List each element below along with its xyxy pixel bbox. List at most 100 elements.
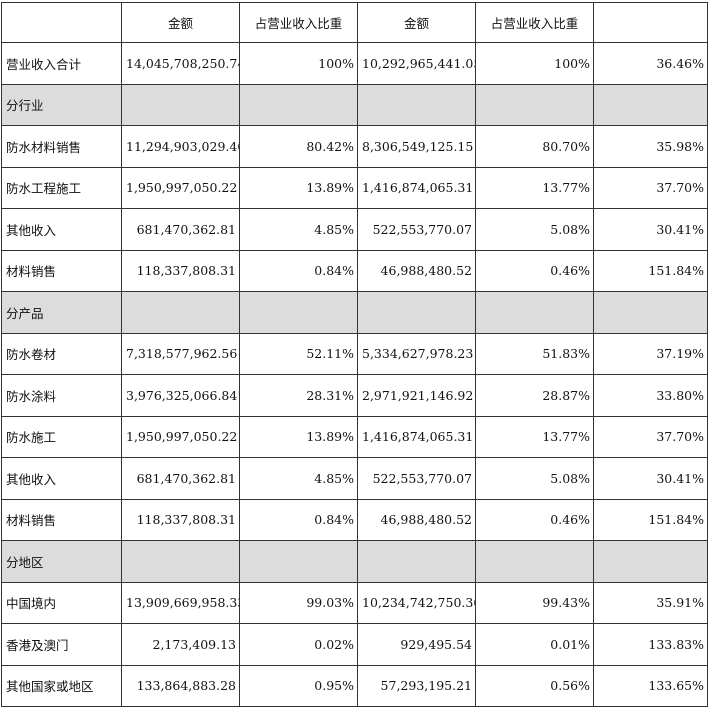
cell-amount: 118,337,808.31: [121, 249, 240, 292]
row-label: 防水施工: [1, 415, 122, 458]
cell-change: 35.98%: [593, 125, 708, 168]
cell-share-prev: 13.77%: [475, 415, 594, 458]
section-title: 分地区: [1, 540, 122, 583]
table-row: 其他收入 681,470,362.81 4.85% 522,553,770.07 5.0…: [1, 457, 708, 500]
cell-share-prev: 0.46%: [475, 498, 594, 541]
cell-amount: 14,045,708,250.74: [121, 42, 240, 85]
cell-share: 100%: [239, 42, 358, 85]
row-label: 其他收入: [1, 457, 122, 500]
section-empty-cell: [357, 83, 476, 126]
header-cell-amount: 金额: [121, 2, 240, 43]
cell-share-prev: 0.46%: [475, 249, 594, 292]
cell-share-prev: 99.43%: [475, 581, 594, 624]
section-empty-cell: [239, 540, 358, 583]
table-row: 防水工程施工 1,950,997,050.22 13.89% 1,416,874,06…: [1, 166, 708, 209]
table-row: 防水材料销售 11,294,903,029.40 80.42% 8,306,549,1…: [1, 125, 708, 168]
section-title: 分行业: [1, 83, 122, 126]
cell-amount-prev: 1,416,874,065.31: [357, 166, 476, 209]
cell-amount-prev: 10,292,965,441.05: [357, 42, 476, 85]
row-label: 防水卷材: [1, 332, 122, 375]
cell-amount-prev: 1,416,874,065.31: [357, 415, 476, 458]
cell-amount: 7,318,577,962.56: [121, 332, 240, 375]
table-row: 材料销售 118,337,808.31 0.84% 46,988,480.52 0.46…: [1, 249, 708, 292]
cell-amount: 11,294,903,029.40: [121, 125, 240, 168]
row-label: 防水材料销售: [1, 125, 122, 168]
cell-change: 133.83%: [593, 623, 708, 666]
section-empty-cell: [239, 291, 358, 334]
section-empty-cell: [357, 540, 476, 583]
cell-share: 13.89%: [239, 415, 358, 458]
section-empty-cell: [121, 83, 240, 126]
section-header-row: 分行业: [1, 83, 708, 126]
header-cell-change: [593, 2, 708, 43]
cell-share-prev: 51.83%: [475, 332, 594, 375]
cell-amount: 1,950,997,050.22: [121, 415, 240, 458]
cell-share-prev: 100%: [475, 42, 594, 85]
section-empty-cell: [475, 540, 594, 583]
cell-amount-prev: 10,234,742,750.30: [357, 581, 476, 624]
section-header-row: 分产品: [1, 291, 708, 334]
cell-change: 151.84%: [593, 249, 708, 292]
cell-amount-prev: 46,988,480.52: [357, 249, 476, 292]
cell-share: 28.31%: [239, 374, 358, 417]
cell-share: 52.11%: [239, 332, 358, 375]
cell-share-prev: 5.08%: [475, 457, 594, 500]
header-cell-blank: [1, 2, 122, 43]
cell-change: 37.70%: [593, 415, 708, 458]
header-cell-amount-prev: 金额: [357, 2, 476, 43]
row-label: 营业收入合计: [1, 42, 122, 85]
cell-amount-prev: 2,971,921,146.92: [357, 374, 476, 417]
table-row: 材料销售 118,337,808.31 0.84% 46,988,480.52 0.46…: [1, 498, 708, 541]
section-empty-cell: [593, 291, 708, 334]
cell-share-prev: 28.87%: [475, 374, 594, 417]
table-row: 其他收入 681,470,362.81 4.85% 522,553,770.07 5.0…: [1, 208, 708, 251]
cell-amount: 133,864,883.28: [121, 664, 240, 707]
cell-share: 4.85%: [239, 457, 358, 500]
header-cell-share: 占营业收入比重: [239, 2, 358, 43]
cell-amount: 2,173,409.13: [121, 623, 240, 666]
section-title: 分产品: [1, 291, 122, 334]
revenue-table-body: 金额 占营业收入比重 金额 占营业收入比重 营业收入合计 14,045,708,…: [1, 2, 708, 707]
row-label: 香港及澳门: [1, 623, 122, 666]
cell-share-prev: 5.08%: [475, 208, 594, 251]
cell-amount-prev: 57,293,195.21: [357, 664, 476, 707]
cell-share: 80.42%: [239, 125, 358, 168]
section-empty-cell: [593, 83, 708, 126]
cell-change: 33.80%: [593, 374, 708, 417]
cell-amount: 1,950,997,050.22: [121, 166, 240, 209]
row-label: 防水工程施工: [1, 166, 122, 209]
cell-amount: 681,470,362.81: [121, 457, 240, 500]
section-empty-cell: [475, 83, 594, 126]
cell-change: 35.91%: [593, 581, 708, 624]
cell-change: 30.41%: [593, 208, 708, 251]
cell-change: 37.70%: [593, 166, 708, 209]
cell-amount-prev: 46,988,480.52: [357, 498, 476, 541]
cell-share-prev: 0.56%: [475, 664, 594, 707]
cell-amount: 118,337,808.31: [121, 498, 240, 541]
total-row: 营业收入合计 14,045,708,250.74 100% 10,292,965…: [1, 42, 708, 85]
cell-amount: 13,909,669,958.33: [121, 581, 240, 624]
table-row: 防水卷材 7,318,577,962.56 52.11% 5,334,627,978.…: [1, 332, 708, 375]
section-empty-cell: [475, 291, 594, 334]
row-label: 材料销售: [1, 498, 122, 541]
table-row: 中国境内 13,909,669,958.33 99.03% 10,234,742,75…: [1, 581, 708, 624]
row-label: 其他收入: [1, 208, 122, 251]
row-label: 防水涂料: [1, 374, 122, 417]
cell-amount: 681,470,362.81: [121, 208, 240, 251]
cell-share: 0.02%: [239, 623, 358, 666]
cell-share-prev: 80.70%: [475, 125, 594, 168]
cell-change: 133.65%: [593, 664, 708, 707]
row-label: 材料销售: [1, 249, 122, 292]
section-empty-cell: [357, 291, 476, 334]
table-row: 防水施工 1,950,997,050.22 13.89% 1,416,874,065.…: [1, 415, 708, 458]
cell-share: 0.84%: [239, 249, 358, 292]
table-row: 其他国家或地区 133,864,883.28 0.95% 57,293,195.21 0…: [1, 664, 708, 707]
header-cell-share-prev: 占营业收入比重: [475, 2, 594, 43]
table-row: 香港及澳门 2,173,409.13 0.02% 929,495.54 0.01% 133…: [1, 623, 708, 666]
cell-amount: 3,976,325,066.84: [121, 374, 240, 417]
section-empty-cell: [121, 291, 240, 334]
row-label: 中国境内: [1, 581, 122, 624]
cell-share: 0.84%: [239, 498, 358, 541]
cell-share-prev: 0.01%: [475, 623, 594, 666]
header-row: 金额 占营业收入比重 金额 占营业收入比重: [1, 2, 708, 43]
